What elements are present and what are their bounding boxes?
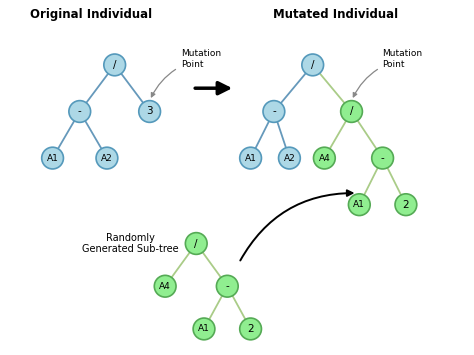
Circle shape xyxy=(240,147,262,169)
Circle shape xyxy=(155,275,176,297)
Text: 2: 2 xyxy=(247,324,254,334)
Text: /: / xyxy=(311,60,314,70)
Text: A2: A2 xyxy=(283,154,295,163)
Circle shape xyxy=(341,100,363,122)
Circle shape xyxy=(217,275,238,297)
Circle shape xyxy=(185,233,207,255)
Text: A1: A1 xyxy=(245,154,256,163)
Circle shape xyxy=(313,147,335,169)
Circle shape xyxy=(263,100,285,122)
Circle shape xyxy=(104,54,126,76)
Circle shape xyxy=(395,194,417,215)
Circle shape xyxy=(240,318,262,340)
Circle shape xyxy=(96,147,118,169)
Text: Mutation
Point: Mutation Point xyxy=(353,49,423,97)
Text: Mutated Individual: Mutated Individual xyxy=(273,8,399,21)
Text: -: - xyxy=(78,106,82,116)
Text: /: / xyxy=(350,106,353,116)
Circle shape xyxy=(139,100,161,122)
Circle shape xyxy=(348,194,370,215)
Circle shape xyxy=(302,54,324,76)
Text: A1: A1 xyxy=(198,324,210,333)
Text: -: - xyxy=(226,281,229,291)
Text: Mutation
Point: Mutation Point xyxy=(151,49,221,97)
Circle shape xyxy=(193,318,215,340)
Text: A4: A4 xyxy=(319,154,330,163)
Circle shape xyxy=(279,147,301,169)
Text: 2: 2 xyxy=(402,200,409,210)
Text: -: - xyxy=(381,153,384,163)
Text: Randomly
Generated Sub-tree: Randomly Generated Sub-tree xyxy=(82,233,179,254)
Text: A1: A1 xyxy=(46,154,58,163)
Circle shape xyxy=(372,147,393,169)
Text: A2: A2 xyxy=(101,154,113,163)
Text: A4: A4 xyxy=(159,282,171,291)
Text: 3: 3 xyxy=(146,106,153,116)
Text: -: - xyxy=(272,106,276,116)
Circle shape xyxy=(69,100,91,122)
Text: Original Individual: Original Individual xyxy=(30,8,153,21)
Text: /: / xyxy=(194,239,198,248)
Text: /: / xyxy=(113,60,117,70)
Text: A1: A1 xyxy=(354,200,365,209)
Circle shape xyxy=(42,147,64,169)
